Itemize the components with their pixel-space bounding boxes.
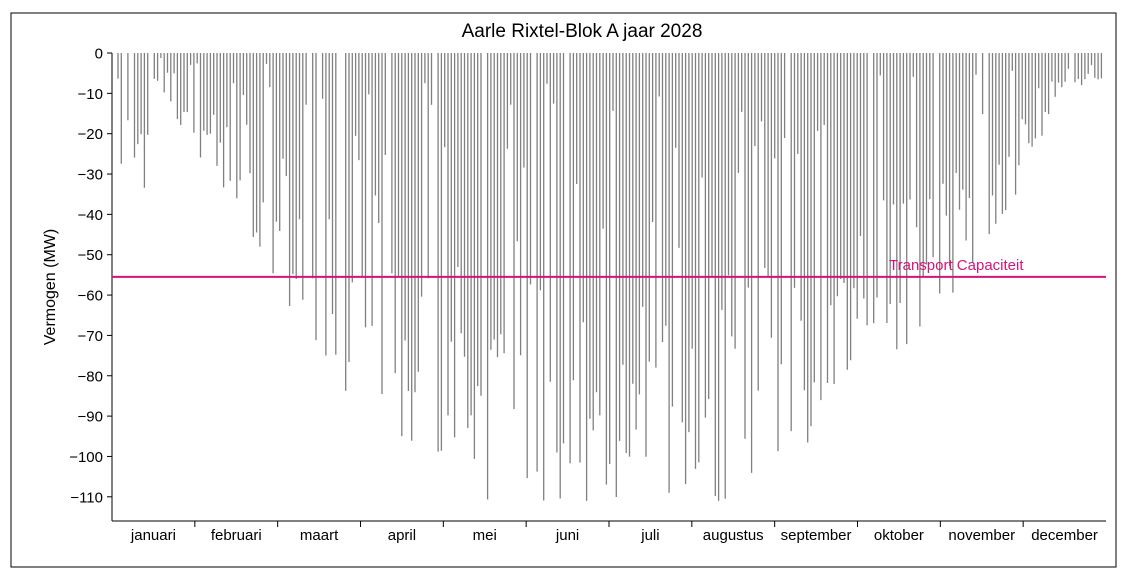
y-tick-label: −40: [78, 207, 103, 224]
x-tick-label: juni: [555, 527, 579, 544]
y-tick-label: −80: [78, 368, 103, 385]
y-tick-label: −60: [78, 288, 103, 305]
y-tick-label: −30: [78, 167, 103, 184]
y-tick-label: −10: [78, 86, 103, 103]
y-tick-label: −50: [78, 247, 103, 264]
x-tick-label: december: [1031, 527, 1098, 544]
chart-title: Aarle Rixtel-Blok A jaar 2028: [462, 21, 703, 42]
reference-line-group: Transport Capaciteit: [112, 257, 1106, 278]
x-tick-label: maart: [300, 527, 339, 544]
y-tick-label: −90: [78, 409, 103, 426]
x-tick-label: september: [781, 527, 852, 544]
x-tick-label: augustus: [703, 527, 764, 544]
transport-capacity-label: Transport Capaciteit: [889, 257, 1024, 274]
y-tick-label: −110: [70, 489, 103, 506]
y-tick-label: 0: [95, 46, 103, 63]
bar-series: [117, 53, 1103, 501]
x-tick-label: november: [948, 527, 1015, 544]
x-tick-label: februari: [211, 527, 262, 544]
axes: 0 −10 −20 −30 −40 −50 −60 −70 −80 −90 −100 −110 janu…: [69, 46, 1106, 544]
y-tick-label: −100: [69, 449, 103, 466]
x-tick-label: juli: [640, 527, 659, 544]
figure-frame: [10, 12, 1117, 568]
x-tick-label: januari: [130, 527, 176, 544]
y-tick-label: −70: [78, 328, 103, 345]
x-tick-label: april: [388, 527, 416, 544]
y-axis-label: Vermogen (MW): [42, 229, 59, 345]
x-tick-label: mei: [473, 527, 497, 544]
y-tick-label: −20: [78, 126, 103, 143]
x-tick-label: oktober: [874, 527, 924, 544]
